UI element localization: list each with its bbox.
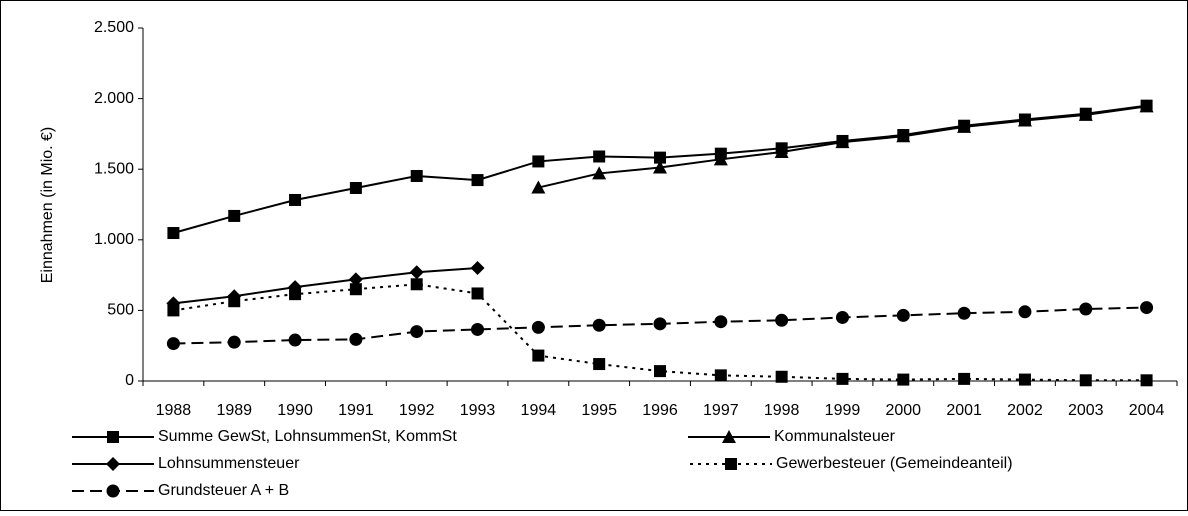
marker-circle [1079, 302, 1093, 316]
marker-square [1018, 373, 1031, 386]
marker-triangle [774, 144, 789, 158]
marker-square [654, 365, 666, 378]
marker-square [836, 372, 849, 385]
marker-square [410, 169, 423, 182]
marker-triangle [531, 180, 546, 194]
marker-square [1140, 374, 1153, 387]
marker-circle [106, 484, 120, 498]
marker-circle [896, 308, 910, 322]
x-tick-label: 1994 [521, 402, 557, 419]
marker-square [471, 287, 484, 300]
x-tick-label: 2002 [1007, 402, 1043, 419]
x-tick-label: 2000 [885, 402, 921, 419]
marker-square [471, 174, 484, 187]
x-tick-label: 1993 [460, 402, 496, 419]
marker-triangle [896, 129, 911, 143]
marker-square [289, 288, 302, 301]
marker-square [958, 372, 971, 385]
marker-square [349, 181, 362, 194]
marker-circle [288, 333, 302, 347]
marker-square [167, 227, 180, 240]
marker-square [714, 369, 727, 382]
marker-square [725, 458, 737, 470]
y-tick-label: 500 [107, 302, 134, 319]
marker-square [775, 370, 788, 383]
marker-triangle [1078, 107, 1093, 121]
marker-square [107, 431, 119, 443]
marker-circle [653, 317, 667, 331]
marker-circle [592, 318, 606, 332]
marker-diamond [348, 272, 363, 287]
marker-circle [410, 325, 424, 339]
marker-triangle [592, 166, 607, 180]
marker-circle [349, 332, 363, 346]
series-line [173, 267, 478, 305]
marker-square [532, 349, 545, 362]
x-tick-label: 2003 [1068, 402, 1104, 419]
x-tick-label: 2001 [946, 402, 982, 419]
y-tick-label: 1.500 [94, 160, 134, 177]
x-tick-label: 1989 [216, 402, 252, 419]
marker-circle [531, 320, 545, 334]
marker-square [532, 155, 545, 168]
x-tick-label: 1991 [338, 402, 374, 419]
x-tick-label: 2004 [1129, 402, 1165, 419]
x-tick-label: 1988 [156, 402, 192, 419]
y-axis-label: Einnahmen (in Mio. €) [39, 127, 56, 284]
legend-label: Grundsteuer A + B [158, 482, 289, 499]
marker-square [654, 151, 666, 164]
marker-circle [1140, 301, 1154, 315]
marker-diamond [106, 457, 120, 471]
marker-square [897, 373, 910, 386]
series-line [173, 283, 1147, 382]
y-tick-label: 2.000 [94, 90, 134, 107]
marker-circle [714, 315, 728, 329]
marker-triangle [1017, 113, 1032, 127]
marker-square [593, 150, 606, 163]
x-tick-label: 1995 [581, 402, 617, 419]
marker-square [593, 358, 606, 371]
marker-circle [227, 335, 241, 349]
x-tick-label: 1992 [399, 402, 435, 419]
x-tick-label: 1999 [825, 402, 861, 419]
marker-circle [471, 322, 485, 336]
marker-triangle [713, 152, 728, 166]
x-tick-label: 1997 [703, 402, 739, 419]
marker-circle [166, 337, 180, 351]
legend-label: Kommunalsteuer [774, 428, 896, 445]
y-tick-label: 0 [125, 372, 134, 389]
x-tick-label: 1996 [642, 402, 678, 419]
marker-triangle [722, 430, 736, 443]
marker-triangle [653, 160, 667, 174]
marker-square [349, 283, 362, 296]
marker-diamond [470, 261, 485, 276]
marker-square [228, 295, 241, 308]
marker-square [289, 193, 302, 206]
marker-triangle [957, 119, 972, 133]
marker-triangle [1139, 99, 1154, 113]
y-tick-label: 2.500 [94, 19, 134, 36]
x-tick-label: 1990 [277, 402, 313, 419]
y-tick-label: 1.000 [94, 231, 134, 248]
marker-square [410, 278, 423, 291]
marker-triangle [835, 135, 850, 149]
legend-label: Summe GewSt, LohnsummenSt, KommSt [158, 428, 457, 445]
marker-circle [775, 313, 789, 327]
marker-circle [957, 306, 971, 320]
marker-diamond [409, 265, 424, 280]
legend-label: Gewerbesteuer (Gemeindeanteil) [776, 455, 1013, 472]
marker-square [228, 209, 241, 222]
marker-circle [835, 310, 849, 324]
x-tick-label: 1998 [764, 402, 800, 419]
marker-circle [1018, 305, 1032, 319]
marker-square [1079, 374, 1092, 387]
marker-square [167, 304, 180, 317]
legend-label: Lohnsummensteuer [158, 455, 300, 472]
